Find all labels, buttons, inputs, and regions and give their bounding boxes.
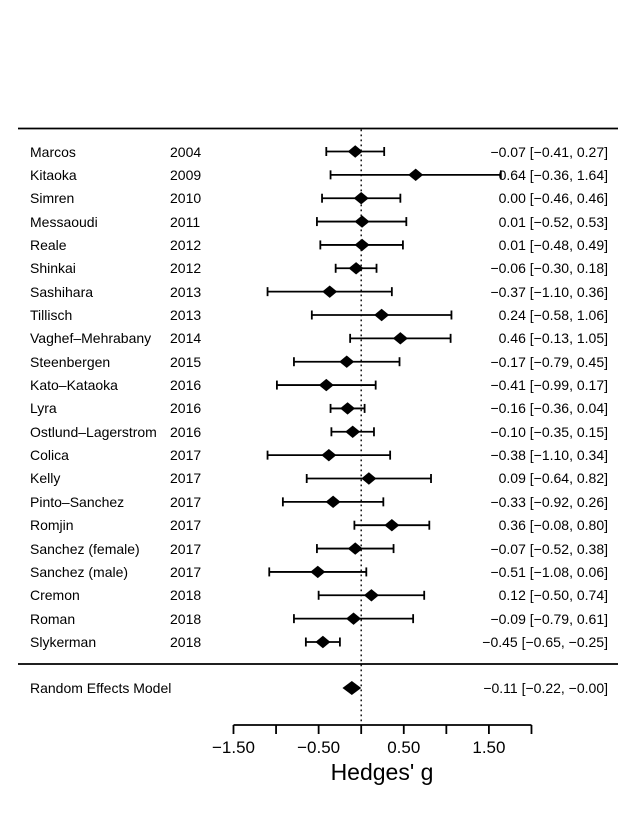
study-effect-estimate: −0.06 [−0.30, 0.18]	[490, 260, 608, 277]
study-year: 2017	[170, 540, 202, 557]
point-estimate-diamond	[321, 448, 337, 462]
point-estimate-diamond	[315, 635, 331, 649]
study-effect-estimate: 0.01 [−0.52, 0.53]	[498, 213, 608, 230]
point-estimate-diamond	[361, 472, 377, 485]
study-year: 2017	[170, 563, 202, 580]
point-estimate-diamond	[325, 495, 341, 509]
study-year: 2018	[170, 587, 202, 604]
study-year: 2013	[170, 306, 202, 323]
study-effect-estimate: 0.24 [−0.58, 1.06]	[498, 306, 608, 323]
point-estimate-diamond	[340, 402, 356, 415]
study-year: 2016	[170, 377, 202, 394]
study-year: 2016	[170, 400, 202, 417]
x-axis-title: Hedges' g	[330, 759, 434, 785]
study-name: Pinto–Sanchez	[30, 493, 125, 510]
study-effect-estimate: 0.01 [−0.48, 0.49]	[498, 236, 608, 253]
study-name: Lyra	[30, 400, 57, 417]
study-name: Ostlund–Lagerstrom	[30, 423, 157, 440]
point-estimate-diamond	[354, 215, 370, 228]
study-year: 2004	[170, 143, 202, 160]
point-estimate-diamond	[354, 238, 370, 252]
study-effect-estimate: −0.16 [−0.36, 0.04]	[490, 400, 608, 417]
study-effect-estimate: 0.12 [−0.50, 0.74]	[498, 587, 608, 604]
study-name: Steenbergen	[30, 353, 111, 370]
point-estimate-diamond	[318, 378, 334, 392]
study-year: 2010	[170, 190, 202, 207]
study-name: Shinkai	[30, 260, 76, 277]
x-axis-tick-label: −0.50	[297, 738, 341, 757]
study-year: 2017	[170, 470, 202, 487]
study-year: 2015	[170, 353, 202, 370]
study-effect-estimate: −0.45 [−0.65, −0.25]	[482, 633, 608, 650]
study-effect-estimate: −0.33 [−0.92, 0.26]	[490, 493, 608, 510]
study-name: Vaghef–Mehrabany	[30, 330, 152, 347]
study-effect-estimate: −0.38 [−1.10, 0.34]	[490, 447, 608, 464]
study-effect-estimate: −0.07 [−0.41, 0.27]	[490, 143, 608, 160]
study-effect-estimate: −0.51 [−1.08, 0.06]	[490, 563, 608, 580]
point-estimate-diamond	[346, 612, 362, 625]
summary-diamond	[342, 681, 362, 695]
study-name: Sashihara	[30, 283, 94, 300]
study-name: Tillisch	[30, 306, 73, 323]
study-effect-estimate: −0.07 [−0.52, 0.38]	[490, 540, 608, 557]
point-estimate-diamond	[408, 168, 424, 182]
study-effect-estimate: 0.00 [−0.46, 0.46]	[498, 190, 608, 207]
study-year: 2013	[170, 283, 202, 300]
study-name: Romjin	[30, 517, 74, 534]
study-name: Simren	[30, 190, 75, 207]
point-estimate-diamond	[322, 285, 338, 298]
study-name: Colica	[30, 447, 69, 464]
study-name: Kelly	[30, 470, 61, 487]
point-estimate-diamond	[348, 262, 364, 275]
study-effect-estimate: −0.41 [−0.99, 0.17]	[490, 377, 608, 394]
point-estimate-diamond	[384, 519, 400, 532]
study-year: 2011	[170, 213, 201, 230]
point-estimate-diamond	[347, 145, 363, 158]
study-year: 2018	[170, 633, 202, 650]
study-name: Reale	[30, 236, 67, 253]
study-effect-estimate: 0.09 [−0.64, 0.82]	[498, 470, 608, 487]
study-name: Kato–Kataoka	[30, 377, 118, 394]
study-year: 2012	[170, 260, 202, 277]
point-estimate-diamond	[353, 192, 369, 205]
point-estimate-diamond	[363, 589, 379, 602]
x-axis-tick-label: 1.50	[472, 738, 506, 757]
point-estimate-diamond	[339, 355, 355, 368]
study-name: Roman	[30, 610, 76, 627]
study-effect-estimate: −0.10 [−0.35, 0.15]	[490, 423, 608, 440]
point-estimate-diamond	[310, 565, 326, 579]
summary-effect-estimate: −0.11 [−0.22, −0.00]	[483, 680, 608, 696]
study-year: 2009	[170, 166, 202, 183]
study-effect-estimate: −0.09 [−0.79, 0.61]	[490, 610, 608, 627]
point-estimate-diamond	[347, 542, 363, 555]
point-estimate-diamond	[374, 308, 390, 322]
point-estimate-diamond	[345, 425, 361, 438]
study-name: Messaoudi	[30, 213, 98, 230]
study-effect-estimate: 0.36 [−0.08, 0.80]	[498, 517, 608, 534]
x-axis-tick-label: −1.50	[211, 738, 255, 757]
study-name: Kitaoka	[30, 166, 77, 183]
study-year: 2016	[170, 423, 202, 440]
point-estimate-diamond	[392, 332, 408, 345]
study-year: 2017	[170, 493, 202, 510]
study-effect-estimate: 0.46 [−0.13, 1.05]	[498, 330, 608, 347]
study-year: 2014	[170, 330, 202, 347]
study-year: 2017	[170, 447, 202, 464]
study-year: 2012	[170, 236, 202, 253]
x-axis-tick-label: 0.50	[387, 738, 421, 757]
study-year: 2018	[170, 610, 202, 627]
study-name: Sanchez (female)	[30, 540, 140, 557]
study-effect-estimate: −0.37 [−1.10, 0.36]	[490, 283, 608, 300]
summary-model-label: Random Effects Model	[30, 680, 172, 696]
study-name: Marcos	[30, 143, 76, 160]
study-effect-estimate: 0.64 [−0.36, 1.64]	[498, 166, 608, 183]
study-name: Sanchez (male)	[30, 563, 129, 580]
study-effect-estimate: −0.17 [−0.79, 0.45]	[490, 353, 608, 370]
study-year: 2017	[170, 517, 202, 534]
study-name: Slykerman	[30, 633, 97, 650]
study-name: Cremon	[30, 587, 80, 604]
